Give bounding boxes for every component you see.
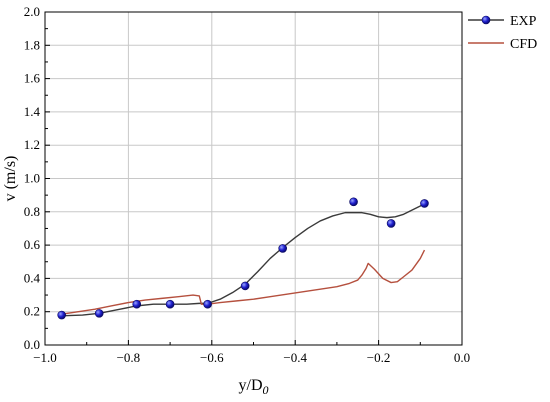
- y-tick-label: 0.2: [24, 304, 40, 319]
- x-tick-label: −0.6: [200, 350, 224, 365]
- x-tick-label: −0.4: [283, 350, 307, 365]
- exp-point-3: [165, 299, 175, 309]
- exp-point-7: [349, 197, 358, 207]
- exp-point-5: [240, 281, 250, 291]
- legend-label-cfd: CFD: [510, 37, 537, 52]
- y-ticks: 0.0 0.2 0.4 0.6 0.8 1.0 1.2 1.4 1.6 1.8 2.0: [24, 4, 50, 352]
- series-markers: [57, 197, 429, 320]
- exp-point-1: [94, 309, 104, 318]
- y-tick-label: 1.4: [24, 104, 41, 119]
- y-tick-label: 1.6: [24, 71, 41, 86]
- legend-marker-exp: [481, 15, 491, 25]
- x-axis-label: y/D0: [239, 377, 269, 397]
- y-axis-label: v (m/s): [2, 156, 19, 202]
- legend-label-exp: EXP: [510, 14, 537, 29]
- x-axis-label-subscript: 0: [263, 383, 269, 397]
- exp-point-6: [278, 244, 287, 253]
- series-line-cfd: [61, 249, 426, 315]
- x-tick-label: −0.8: [117, 350, 141, 365]
- exp-point-9: [420, 199, 429, 208]
- series-lines: [61, 202, 426, 317]
- exp-point-8: [386, 219, 396, 228]
- legend: EXP CFD: [468, 14, 537, 52]
- x-tick-label: 0.0: [454, 350, 470, 365]
- y-tick-label: 2.0: [24, 4, 40, 19]
- y-tick-label: 0.8: [24, 204, 40, 219]
- x-tick-label: −1.0: [33, 350, 57, 365]
- exp-point-4: [203, 299, 212, 309]
- y-tick-label: 1.0: [24, 171, 40, 186]
- y-tick-label: 0.0: [24, 337, 40, 352]
- exp-point-0: [57, 310, 66, 320]
- y-tick-label: 1.8: [24, 37, 40, 52]
- x-tick-label: −0.2: [367, 350, 391, 365]
- y-tick-label: 1.2: [24, 137, 40, 152]
- exp-point-2: [132, 299, 142, 309]
- y-tick-label: 0.4: [24, 270, 41, 285]
- x-ticks: −1.0 −0.8 −0.6 −0.4 −0.2 0.0: [33, 340, 470, 365]
- series-line-exp: [61, 202, 425, 317]
- grid-lines: [44, 11, 463, 346]
- x-axis-label-main: y/D: [239, 377, 263, 394]
- y-tick-label: 0.6: [24, 237, 41, 252]
